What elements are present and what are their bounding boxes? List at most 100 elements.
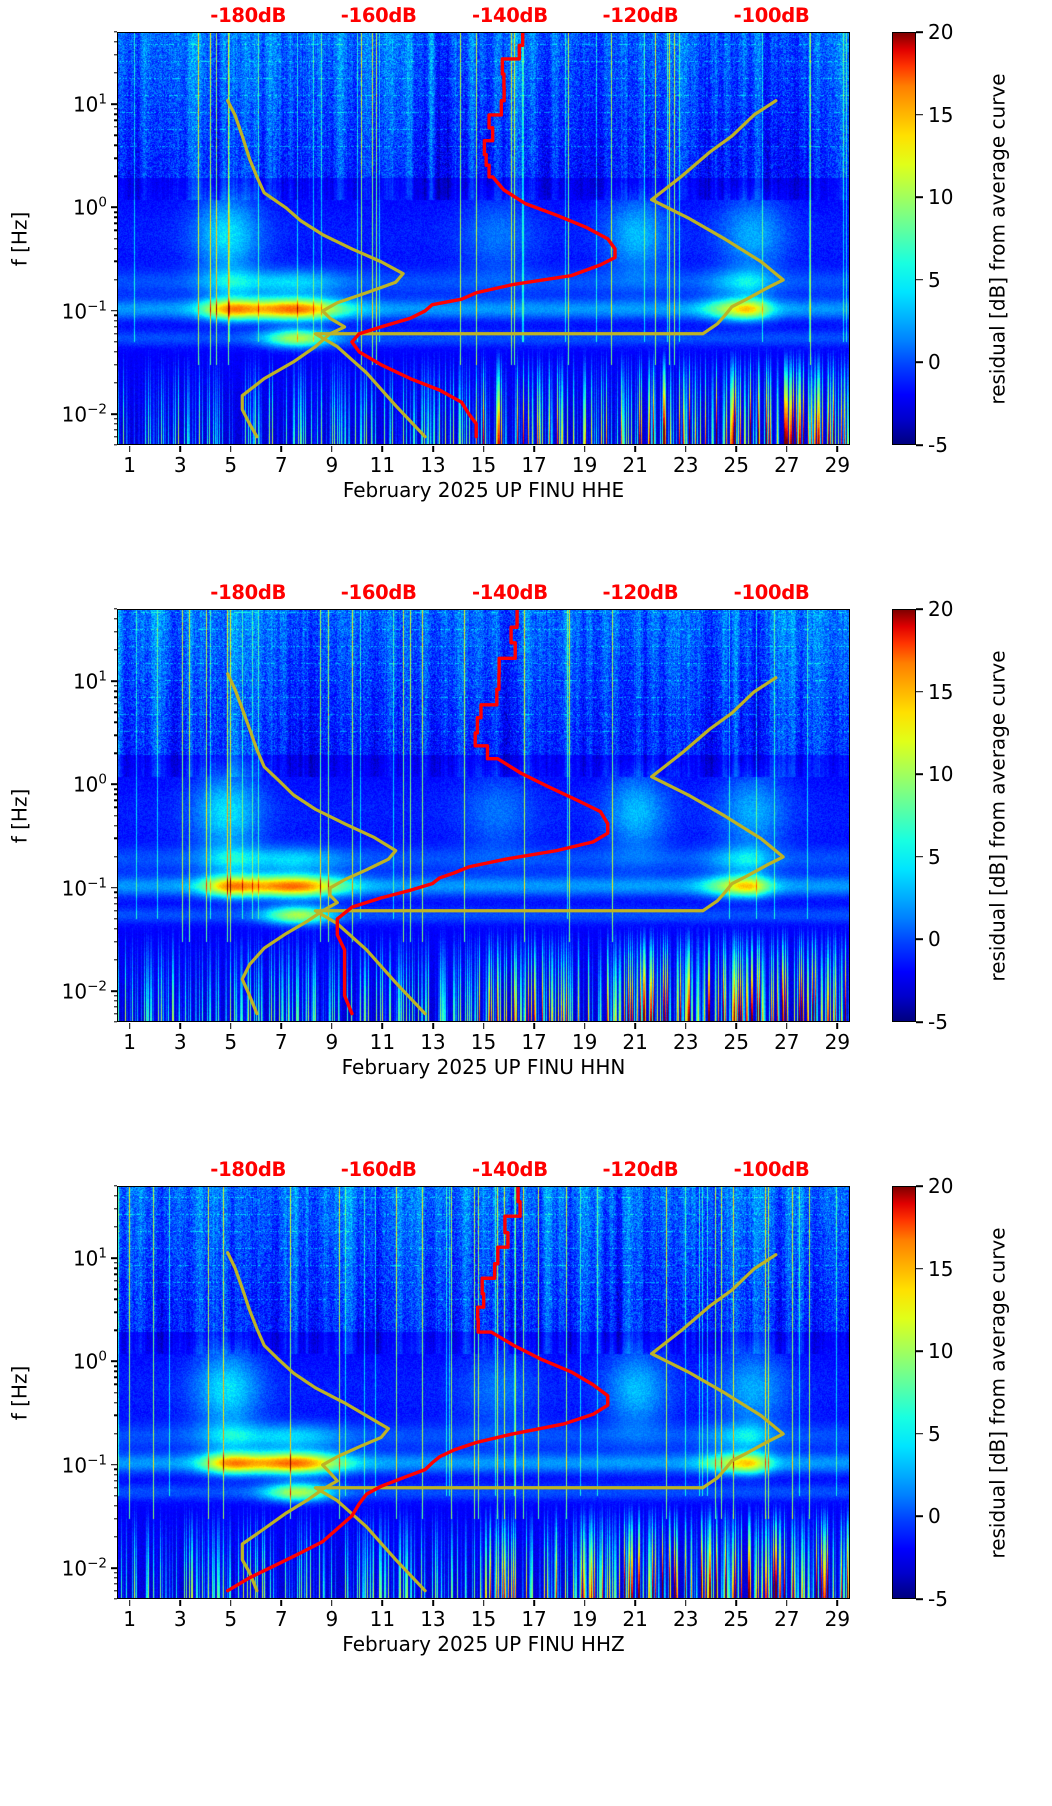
x-tick-mark (280, 446, 283, 452)
y-minor-tick-mark (113, 1195, 117, 1197)
colorbar-tick-mark (916, 938, 923, 941)
y-minor-tick-mark (113, 429, 117, 431)
spectrogram-axes-1[interactable] (117, 609, 850, 1022)
y-tick-label: 101 (72, 668, 107, 694)
y-minor-tick-mark (113, 690, 117, 692)
top-db-tick-label: -180dB (210, 1158, 287, 1181)
x-tick-label: 13 (420, 1607, 446, 1631)
x-tick-label: 27 (774, 1607, 800, 1631)
y-minor-tick-mark (113, 814, 117, 817)
colorbar-tick-mark (916, 608, 923, 610)
colorbar-tick-mark (916, 279, 923, 281)
y-minor-tick-mark (113, 1311, 117, 1313)
x-tick-label: 9 (325, 1607, 339, 1631)
x-tick-label: 7 (274, 453, 288, 477)
x-axis-title-1: February 2025 UP FINU HHN (341, 1055, 626, 1079)
x-tick-label: 23 (672, 1030, 699, 1054)
x-tick-label: 17 (521, 1030, 547, 1054)
colorbar-tick-label: 20 (928, 20, 954, 44)
colorbar-tick-mark (916, 1598, 923, 1600)
y-minor-tick-mark (113, 618, 117, 620)
x-tick-label: 5 (224, 1030, 238, 1054)
x-tick-mark (381, 1023, 384, 1029)
y-minor-tick-mark (113, 278, 117, 281)
colorbar-tick-label: 0 (928, 927, 941, 952)
colorbar-tick-label: 15 (928, 1256, 954, 1281)
x-tick-mark (128, 1023, 131, 1029)
y-tick-mark (111, 1463, 117, 1466)
colorbar-title-2: residual [dB] from average curve (985, 1186, 1011, 1599)
y-minor-tick-mark (113, 144, 117, 146)
y-tick-mark (111, 103, 117, 105)
top-db-tick-label: -140dB (471, 581, 548, 604)
colorbar-tick-label: 10 (928, 762, 954, 787)
colorbar-tick-label: -5 (928, 433, 948, 457)
colorbar-title-text-0: residual [dB] from average curve (986, 72, 1010, 405)
spectrogram-axes-0[interactable] (117, 32, 850, 445)
spectrogram-canvas-0 (118, 33, 849, 444)
y-minor-tick-mark (113, 1505, 117, 1507)
panel-hhn: -180dB -160dB -140dB -120dB -100dB 101 100 10−… (0, 577, 1052, 1152)
y-minor-tick-mark (113, 806, 117, 809)
colorbar-tick-mark (916, 1021, 923, 1023)
y-tick-label: 10−1 (61, 298, 107, 323)
top-db-tick-label: -120dB (602, 1158, 679, 1181)
y-tick-mark (111, 309, 117, 312)
colorbar-tick-mark (916, 31, 923, 33)
y-minor-tick-mark (113, 72, 117, 74)
y-minor-tick-mark (113, 108, 117, 110)
x-tick-mark (786, 1023, 788, 1029)
y-minor-tick-mark (113, 211, 117, 213)
spectrogram-canvas-1 (118, 610, 849, 1021)
x-tick-mark (533, 446, 535, 452)
x-tick-mark (432, 1023, 434, 1029)
y-minor-tick-mark (113, 1021, 117, 1023)
y-tick-label: 101 (72, 1245, 107, 1271)
y-minor-tick-mark (113, 1208, 117, 1210)
y-minor-tick-mark (113, 1473, 117, 1476)
y-minor-tick-mark (113, 928, 117, 930)
x-tick-mark (229, 1600, 232, 1606)
x-tick-mark (786, 1600, 788, 1606)
top-db-tick-label: -100dB (733, 581, 810, 604)
colorbar-tick-mark (916, 856, 923, 858)
y-minor-tick-mark (113, 824, 117, 827)
y-minor-tick-mark (113, 649, 117, 651)
x-tick-label: 15 (470, 1607, 497, 1631)
x-tick-label: 13 (420, 1030, 446, 1054)
y-minor-tick-mark (113, 1401, 117, 1404)
y-minor-tick-mark (113, 1298, 117, 1300)
spectrogram-axes-2[interactable] (117, 1186, 850, 1599)
y-minor-tick-mark (113, 837, 117, 840)
y-minor-tick-mark (113, 1013, 117, 1015)
y-tick-label: 10−2 (61, 401, 107, 427)
colorbar-1 (892, 609, 916, 1022)
y-minor-tick-mark (113, 216, 117, 219)
y-minor-tick-mark (113, 793, 117, 796)
spectrogram-canvas-2 (118, 1187, 849, 1598)
x-tick-mark (331, 446, 333, 452)
y-minor-tick-mark (113, 126, 117, 128)
y-minor-tick-mark (113, 417, 117, 420)
y-minor-tick-mark (113, 119, 117, 121)
top-db-axis-1: -180dB -160dB -140dB -120dB -100dB (117, 581, 850, 607)
y-minor-tick-mark (113, 891, 117, 894)
colorbar-tick-label: 5 (928, 267, 941, 292)
top-db-tick-label: -160dB (340, 1158, 417, 1181)
x-tick-mark (432, 446, 434, 452)
x-tick-mark (331, 1600, 333, 1606)
y-tick-label: 10−1 (61, 1452, 107, 1477)
x-axis-title-0: February 2025 UP FINU HHE (342, 478, 625, 502)
y-tick-mark (111, 1257, 117, 1259)
y-minor-tick-mark (113, 1262, 117, 1264)
y-minor-tick-mark (113, 31, 117, 33)
y-minor-tick-mark (113, 1376, 117, 1379)
x-tick-label: 17 (521, 1607, 547, 1631)
colorbar-tick-mark (916, 1515, 923, 1518)
colorbar-tick-mark (916, 361, 923, 364)
y-minor-tick-mark (113, 1479, 117, 1482)
x-tick-mark (735, 1023, 738, 1029)
x-tick-mark (684, 446, 687, 452)
y-minor-tick-mark (113, 1329, 117, 1332)
x-tick-mark (533, 1023, 535, 1029)
